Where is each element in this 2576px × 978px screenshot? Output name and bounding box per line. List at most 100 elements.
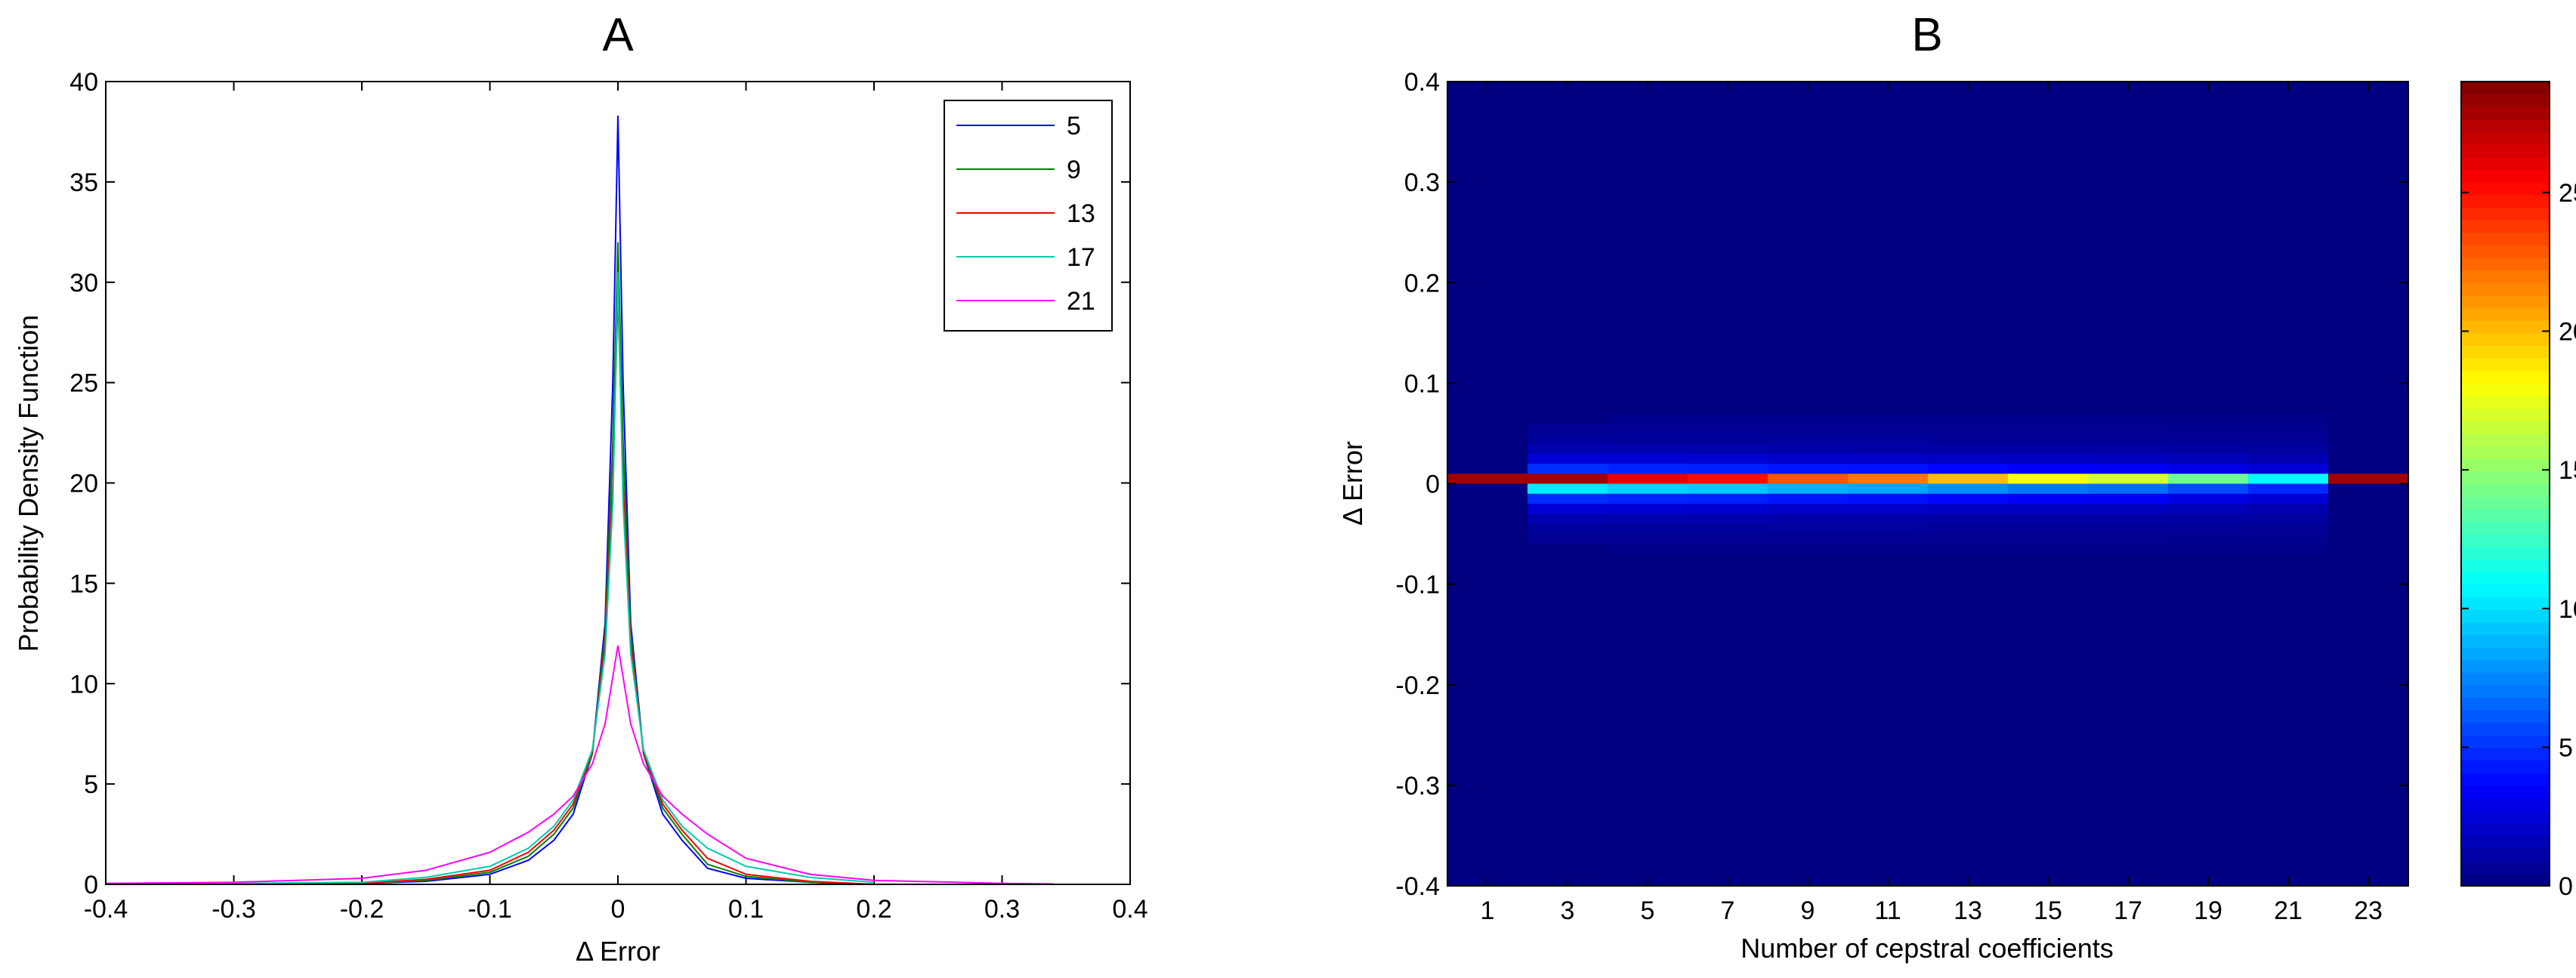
colorbar-tick-label: 15 [2559,456,2576,485]
heatmap-cell [1688,443,1768,454]
colorbar-step [2461,169,2550,183]
heatmap-cell [1527,433,1608,444]
colorbar-step [2461,194,2550,208]
heatmap-cell [1928,483,2008,494]
panel-a-title: A [602,9,634,61]
panel-a-x-axis-label: Δ Error [576,936,660,967]
colorbar-step [2461,408,2550,421]
panel-b-colorbar-ticks: 0 5 10 15 20 25 [2461,179,2576,901]
colorbar-step [2461,773,2550,786]
heatmap-cell [2088,453,2168,464]
colorbar-step [2461,546,2550,560]
heatmap-cell [1768,483,1848,494]
heatmap-cell [1688,463,1768,474]
heatmap-cell [2248,443,2328,454]
heatmap-cell [1608,443,1688,454]
heatmap-cell [1527,443,1608,454]
heatmap-cell [1608,483,1688,494]
heatmap-cell [1527,523,1608,535]
legend-label-9: 9 [1067,156,1081,184]
colorbar-step [2461,622,2550,635]
y-tick-label: 0.3 [1404,168,1440,197]
x-tick-label: 0.1 [728,895,764,924]
heatmap-cell [1608,453,1688,464]
y-tick-label: 20 [69,470,98,498]
heatmap-cell [1527,463,1608,474]
colorbar-step [2461,245,2550,258]
y-tick-label: 30 [69,269,98,298]
heatmap-cell [2088,504,2168,514]
panel-a-x-tick-labels: -0.4 -0.3 -0.2 -0.1 0 0.1 0.2 0.3 0.4 [84,895,1148,924]
heatmap-cell [1928,514,2008,524]
heatmap-cell [1848,534,1928,545]
x-tick-label: 11 [1874,896,1901,925]
y-tick-label: -0.3 [1395,772,1440,801]
colorbar-step [2461,446,2550,459]
colorbar-tick-label: 5 [2559,733,2573,762]
colorbar-step [2461,810,2550,824]
heatmap-cell [2088,423,2168,433]
series-line-17 [105,272,875,885]
x-tick-label: -0.3 [212,895,256,924]
y-tick-label: 35 [69,168,98,197]
heatmap-cell [2088,483,2168,494]
x-tick-label: 3 [1561,896,1575,925]
heatmap-cell [1608,413,1688,424]
heatmap-cell [1928,413,2008,424]
y-tick-label: 0.4 [1404,68,1440,97]
heatmap-cell [2008,453,2088,464]
heatmap-cell [1527,474,1608,484]
heatmap-cell [2008,514,2088,524]
heatmap-cell [1608,433,1688,444]
panel-b-heatmap-cells [1447,82,2408,886]
heatmap-cell [2168,474,2248,484]
panel-b-ticks [1447,81,2408,887]
heatmap-cell [1688,493,1768,504]
heatmap-cell [1848,544,1928,554]
y-tick-label: 0.1 [1404,369,1440,398]
heatmap-cell [1527,483,1608,494]
heatmap-cell [2008,433,2088,444]
heatmap-cell [1848,474,1928,484]
heatmap-cell [1768,534,1848,545]
colorbar-step [2461,106,2550,120]
colorbar-step [2461,760,2550,773]
y-tick-label: 15 [69,569,98,598]
heatmap-cell [1527,514,1608,524]
colorbar-step [2461,508,2550,523]
heatmap-cell [2248,423,2328,433]
colorbar-tick-label: 10 [2559,595,2576,624]
heatmap-cell [1848,463,1928,474]
series-line-21 [105,645,1054,885]
panel-b-x-tick-labels: 1 3 5 7 9 11 13 15 17 19 21 23 [1481,896,2383,925]
colorbar-tick-label: 20 [2559,318,2576,347]
heatmap-cell [2088,413,2168,424]
y-tick-label: 0 [84,871,98,899]
heatmap-cell [1608,423,1688,433]
heatmap-cell [2008,463,2088,474]
legend-label-17: 17 [1067,243,1095,272]
y-tick-label: 5 [84,770,98,799]
colorbar-step [2461,521,2550,535]
heatmap-cell [1608,504,1688,514]
colorbar-step [2461,785,2550,799]
heatmap-cell [2088,433,2168,444]
colorbar-step [2461,860,2550,874]
heatmap-cell [1768,423,1848,433]
heatmap-cell [1688,544,1768,554]
colorbar-step [2461,207,2550,221]
heatmap-cell [1527,423,1608,433]
panel-a-y-axis-label: Probability Density Function [13,315,44,652]
x-tick-label: -0.1 [468,895,512,924]
heatmap-cell [1848,493,1928,504]
colorbar-step [2461,94,2550,107]
heatmap-cell [1768,453,1848,464]
panel-b-y-axis-label: Δ Error [1337,441,1368,526]
heatmap-cell [1768,523,1848,535]
x-tick-label: -0.4 [84,895,128,924]
colorbar-step [2461,156,2550,171]
heatmap-cell [2008,483,2088,494]
heatmap-cell [2008,493,2088,504]
legend-label-13: 13 [1067,199,1095,228]
y-tick-label: 10 [69,670,98,699]
